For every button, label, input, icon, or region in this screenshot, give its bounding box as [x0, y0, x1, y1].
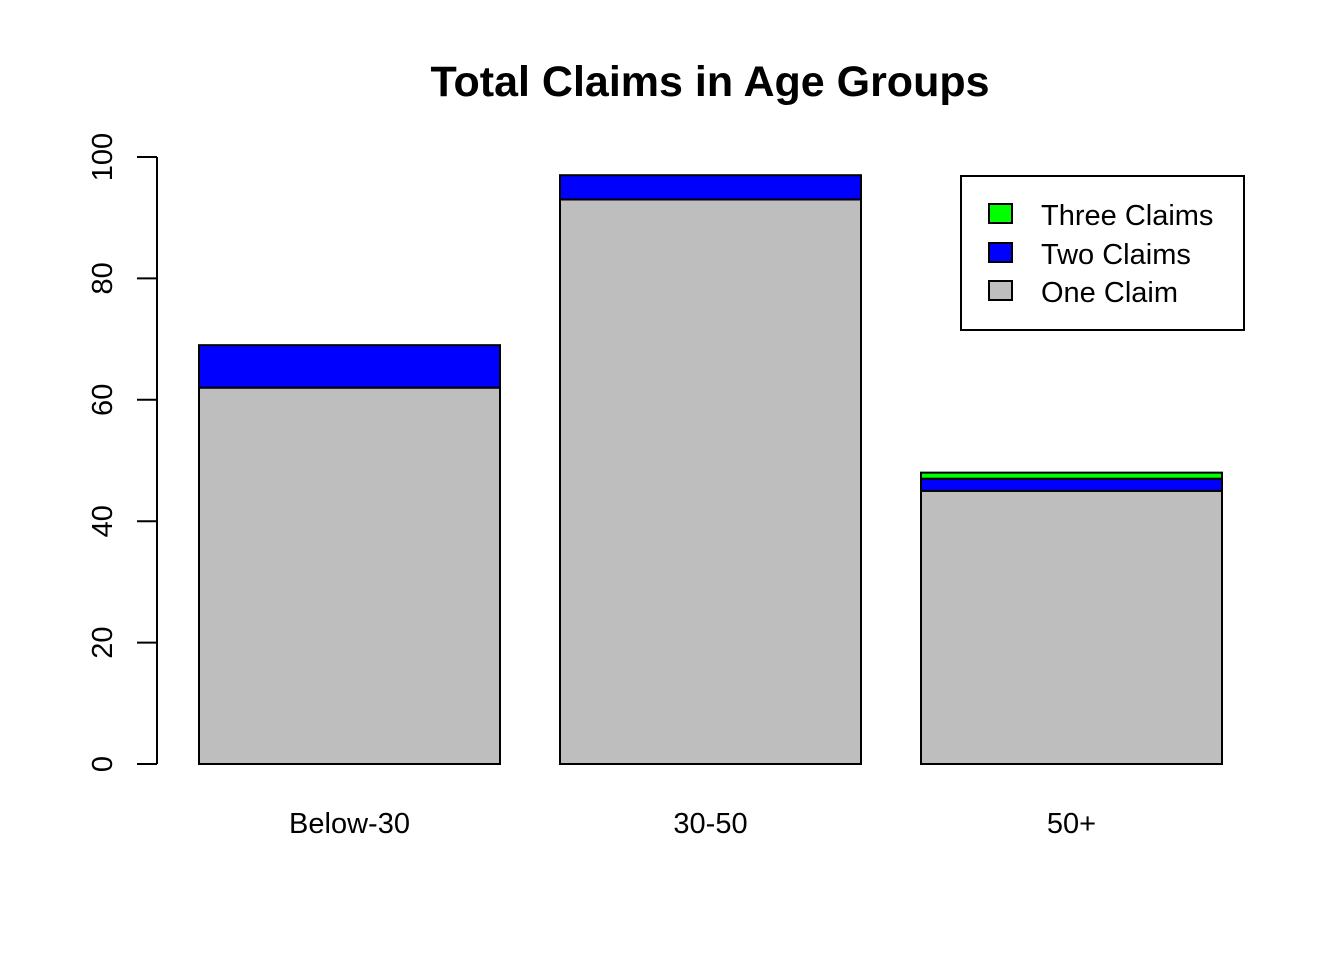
legend-swatch	[988, 242, 1013, 263]
y-tick-label: 40	[87, 505, 119, 537]
bar-segment-one-claim	[198, 386, 501, 765]
y-tick-label: 0	[87, 756, 119, 772]
x-category-label: 50+	[1047, 808, 1096, 840]
legend-label: Two Claims	[1041, 239, 1191, 271]
y-axis: 0 20 40 60 80 100	[87, 133, 158, 772]
bars	[198, 174, 1223, 766]
x-axis-labels: Below-30 30-50 50+	[289, 808, 1096, 840]
bar-segment-two-claims	[559, 174, 862, 201]
bar-segment-one-claim	[559, 198, 862, 766]
y-tick-label: 80	[87, 262, 119, 294]
bar-segment-three-claims	[920, 471, 1223, 480]
bar-segment-two-claims	[920, 477, 1223, 492]
y-tick-label: 60	[87, 384, 119, 416]
legend: Three Claims Two Claims One Claim	[960, 175, 1245, 331]
legend-label: One Claim	[1041, 277, 1178, 309]
y-tick-label: 20	[87, 626, 119, 658]
x-category-label: 30-50	[673, 808, 747, 840]
chart-title: Total Claims in Age Groups	[430, 58, 989, 106]
x-category-label: Below-30	[289, 808, 410, 840]
bar-segment-one-claim	[920, 489, 1223, 765]
bar-segment-two-claims	[198, 344, 501, 389]
legend-swatch	[988, 203, 1013, 224]
legend-label: Three Claims	[1041, 200, 1213, 232]
y-tick-label: 100	[87, 133, 119, 181]
legend-swatch	[988, 280, 1013, 301]
